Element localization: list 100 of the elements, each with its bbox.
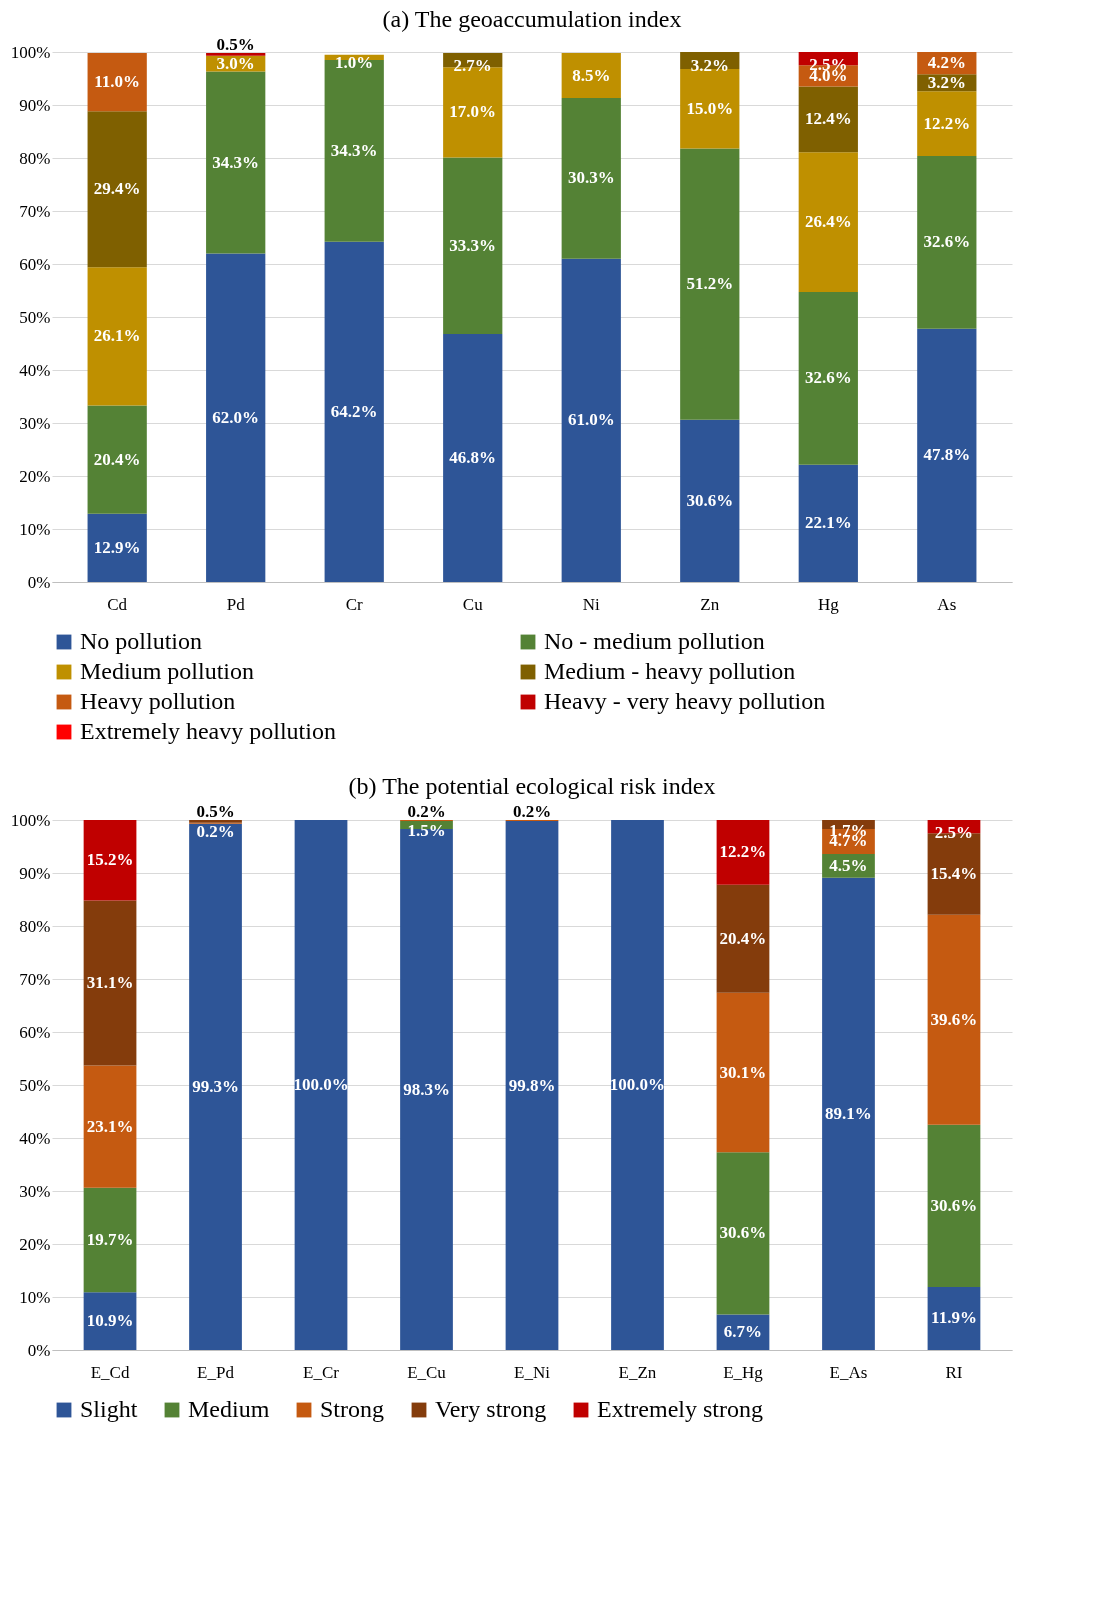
y-tick-label: 50% bbox=[19, 1075, 51, 1095]
data-label: 15.2% bbox=[86, 850, 134, 870]
chart-title: (a) The geoaccumulation index bbox=[382, 6, 682, 33]
data-label: 11.9% bbox=[931, 1308, 977, 1328]
legend-label: Heavy pollution bbox=[80, 688, 236, 714]
legend-label: No pollution bbox=[80, 628, 203, 654]
x-tick-label: Zn bbox=[700, 594, 720, 614]
y-tick-label: 60% bbox=[19, 254, 51, 274]
data-label: 0.2% bbox=[196, 822, 235, 842]
data-label: 12.2% bbox=[719, 842, 767, 862]
data-label: 39.6% bbox=[930, 1009, 978, 1029]
data-label: 64.2% bbox=[330, 401, 378, 421]
x-tick-label: E_Hg bbox=[723, 1362, 764, 1382]
x-tick-label: Pd bbox=[226, 594, 246, 614]
data-label: 4.2% bbox=[927, 53, 966, 73]
data-label: 19.7% bbox=[86, 1230, 134, 1250]
data-label: 1.5% bbox=[407, 821, 446, 841]
data-label: 46.8% bbox=[449, 447, 497, 467]
y-tick-label: 30% bbox=[19, 1181, 51, 1201]
data-label: 6.7% bbox=[723, 1322, 763, 1342]
legend-label: Medium bbox=[188, 1396, 270, 1422]
data-label: 3.2% bbox=[690, 56, 729, 76]
data-label: 0.2% bbox=[512, 801, 552, 821]
data-label: 62.0% bbox=[212, 407, 260, 427]
legend-label: Very strong bbox=[435, 1396, 547, 1422]
x-tick-label: E_Ni bbox=[514, 1362, 551, 1382]
legend-label: Extremely strong bbox=[597, 1396, 763, 1422]
data-label: 12.2% bbox=[923, 113, 971, 133]
x-tick-label: Ni bbox=[582, 594, 601, 614]
data-label: 99.3% bbox=[192, 1076, 239, 1096]
data-label: 32.6% bbox=[923, 232, 971, 252]
y-tick-label: 10% bbox=[19, 519, 51, 539]
x-tick-label: Cu bbox=[462, 594, 484, 614]
data-label: 30.6% bbox=[930, 1195, 978, 1215]
data-label: 34.3% bbox=[330, 140, 378, 160]
data-label: 0.5% bbox=[196, 802, 235, 822]
x-tick-label: E_Cu bbox=[407, 1362, 447, 1382]
data-label: 22.1% bbox=[804, 513, 852, 533]
data-label: 34.3% bbox=[212, 152, 260, 172]
data-label: 20.4% bbox=[719, 928, 767, 948]
data-label: 100.0% bbox=[609, 1075, 666, 1094]
data-label: 31.1% bbox=[86, 972, 134, 992]
y-tick-label: 100% bbox=[10, 810, 51, 830]
x-tick-label: E_As bbox=[829, 1362, 868, 1382]
data-label: 30.6% bbox=[686, 490, 734, 510]
y-tick-label: 40% bbox=[19, 1128, 51, 1148]
y-tick-label: 20% bbox=[19, 1234, 51, 1254]
legend-label: Medium - heavy pollution bbox=[544, 658, 796, 684]
data-label: 2.5% bbox=[934, 822, 974, 842]
data-label: 15.4% bbox=[930, 864, 978, 884]
data-label: 32.6% bbox=[804, 368, 852, 388]
data-label: 23.1% bbox=[86, 1116, 134, 1136]
y-tick-label: 90% bbox=[19, 95, 51, 115]
data-label: 0.2% bbox=[407, 801, 446, 821]
data-label: 20.4% bbox=[93, 449, 141, 469]
data-label: 3.0% bbox=[216, 53, 255, 73]
data-label: 17.0% bbox=[449, 102, 497, 122]
chart-title: (b) The potential ecological risk index bbox=[348, 772, 716, 799]
x-tick-label: E_Pd bbox=[197, 1362, 235, 1382]
legend-label: Strong bbox=[320, 1396, 385, 1422]
data-label: 11.0% bbox=[94, 72, 141, 92]
data-label: 29.4% bbox=[93, 179, 141, 199]
data-label: 1.0% bbox=[335, 53, 374, 73]
y-tick-label: 40% bbox=[19, 360, 51, 380]
legend-label: Extremely heavy pollution bbox=[80, 718, 336, 744]
y-tick-label: 20% bbox=[19, 466, 51, 486]
y-tick-label: 10% bbox=[19, 1287, 51, 1307]
data-label: 30.6% bbox=[719, 1223, 767, 1243]
data-label: 12.4% bbox=[804, 109, 852, 129]
data-label: 51.2% bbox=[686, 274, 734, 294]
x-tick-label: E_Cr bbox=[303, 1362, 340, 1382]
x-tick-label: RI bbox=[945, 1362, 963, 1382]
data-label: 26.1% bbox=[93, 326, 141, 346]
data-label: 10.9% bbox=[86, 1311, 134, 1331]
y-tick-label: 90% bbox=[19, 863, 51, 883]
y-tick-label: 70% bbox=[19, 969, 51, 989]
data-label: 8.5% bbox=[572, 65, 611, 85]
data-label: 15.0% bbox=[686, 98, 734, 118]
data-label: 3.2% bbox=[927, 72, 966, 92]
data-label: 61.0% bbox=[567, 410, 615, 430]
data-label: 100.0% bbox=[293, 1075, 349, 1094]
x-tick-label: As bbox=[937, 594, 957, 614]
data-label: 99.8% bbox=[508, 1075, 556, 1095]
y-tick-label: 50% bbox=[19, 307, 51, 327]
legend-label: No - medium pollution bbox=[544, 628, 765, 654]
y-tick-label: 60% bbox=[19, 1022, 51, 1042]
data-label: 26.4% bbox=[804, 212, 852, 232]
y-tick-label: 80% bbox=[19, 148, 51, 168]
y-tick-label: 0% bbox=[27, 572, 51, 592]
data-label: 0.5% bbox=[216, 35, 255, 55]
y-tick-label: 30% bbox=[19, 413, 51, 433]
y-tick-label: 100% bbox=[10, 42, 51, 62]
legend-label: Heavy - very heavy pollution bbox=[544, 688, 826, 714]
y-tick-label: 0% bbox=[27, 1340, 51, 1360]
legend-label: Medium pollution bbox=[80, 658, 254, 684]
data-label: 33.3% bbox=[449, 235, 497, 255]
data-label: 47.8% bbox=[923, 445, 971, 465]
x-tick-label: E_Zn bbox=[618, 1362, 657, 1382]
data-label: 89.1% bbox=[825, 1103, 872, 1123]
data-label: 98.3% bbox=[403, 1079, 450, 1099]
